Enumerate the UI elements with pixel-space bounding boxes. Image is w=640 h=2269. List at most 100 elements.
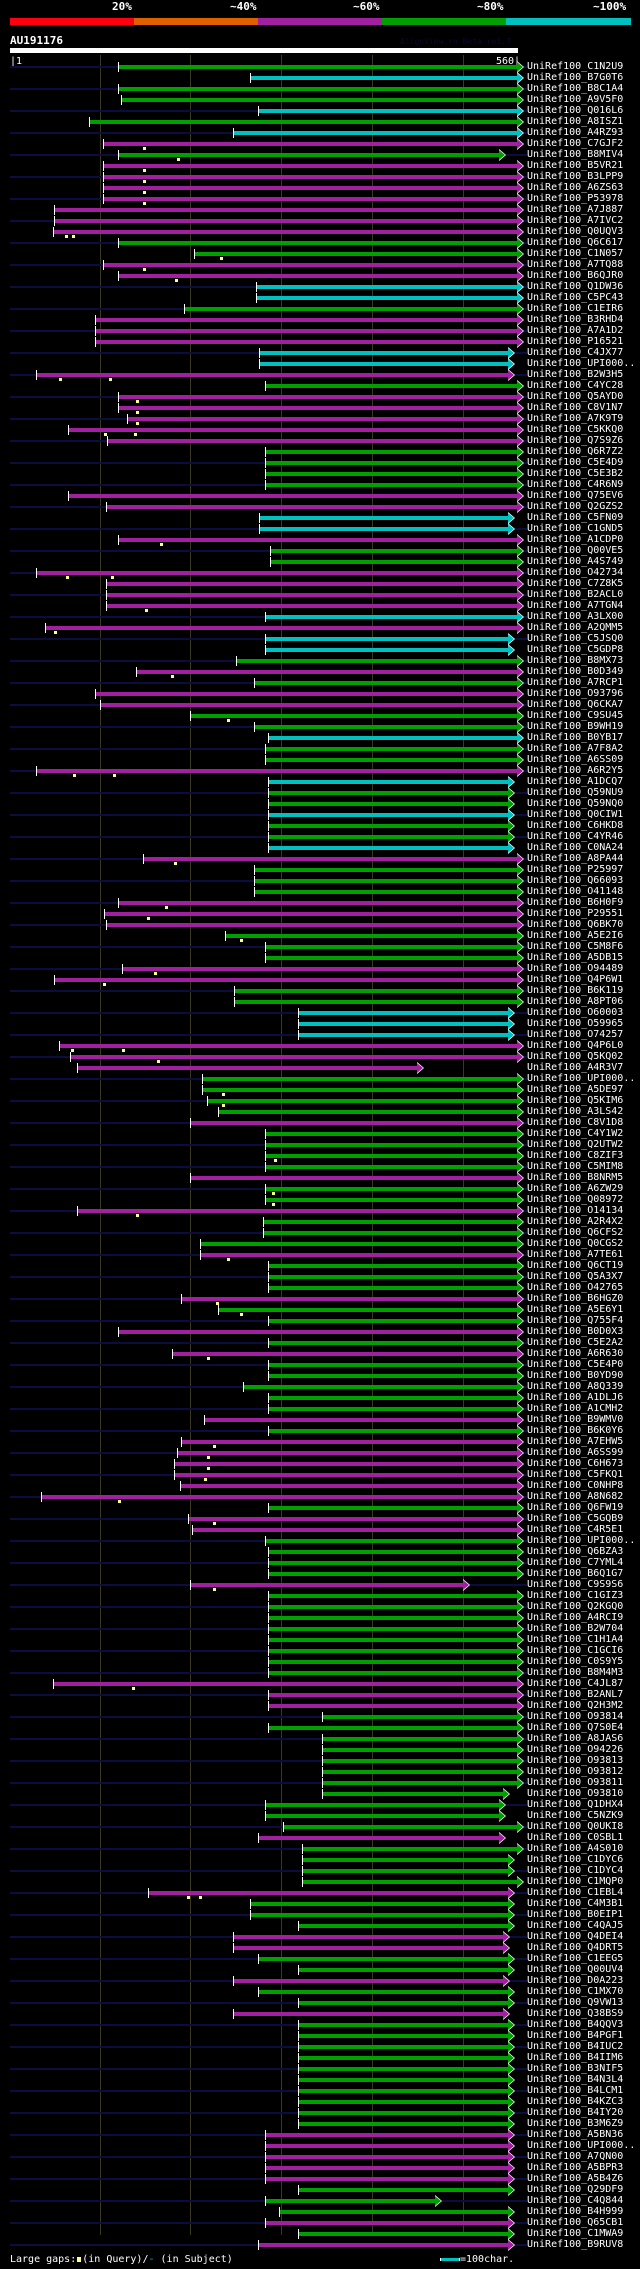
alignment-row[interactable]: UniRef100_Q66093 xyxy=(0,875,640,887)
subject-label-link[interactable]: UniRef100_Q6CFS2 xyxy=(527,1227,624,1238)
subject-label-link[interactable]: UniRef100_O93810 xyxy=(527,1788,624,1799)
alignment-row[interactable]: UniRef100_A1DCQ7 xyxy=(0,776,640,788)
subject-label-link[interactable]: UniRef100_Q4DEI4 xyxy=(527,1931,624,1942)
alignment-row[interactable]: UniRef100_Q75EV6 xyxy=(0,490,640,502)
alignment-row[interactable]: UniRef100_Q5AYD0 xyxy=(0,391,640,403)
alignment-bar[interactable] xyxy=(233,1935,503,1939)
alignment-bar[interactable] xyxy=(265,1132,517,1136)
alignment-row[interactable]: UniRef100_C4YR46 xyxy=(0,831,640,843)
alignment-row[interactable]: UniRef100_A8Q339 xyxy=(0,1381,640,1393)
subject-label-link[interactable]: UniRef100_Q29DF9 xyxy=(527,2184,624,2195)
subject-label-link[interactable]: UniRef100_C1EBL4 xyxy=(527,1887,624,1898)
subject-label-link[interactable]: UniRef100_C0NA24 xyxy=(527,842,624,853)
alignment-bar[interactable] xyxy=(54,978,517,982)
alignment-bar[interactable] xyxy=(190,1176,517,1180)
alignment-bar[interactable] xyxy=(268,1319,517,1323)
alignment-bar[interactable] xyxy=(118,153,499,157)
alignment-bar[interactable] xyxy=(254,868,517,872)
alignment-row[interactable]: UniRef100_C5E2A2 xyxy=(0,1337,640,1349)
subject-label-link[interactable]: UniRef100_A1CDP0 xyxy=(527,534,624,545)
subject-label-link[interactable]: UniRef100_P25997 xyxy=(527,864,624,875)
subject-label-link[interactable]: UniRef100_A5E6Y1 xyxy=(527,1304,624,1315)
alignment-bar[interactable] xyxy=(302,1858,508,1862)
alignment-bar[interactable] xyxy=(265,2133,508,2137)
subject-label-link[interactable]: UniRef100_Q5A3X7 xyxy=(527,1271,624,1282)
alignment-row[interactable]: UniRef100_C5E4P0 xyxy=(0,1359,640,1371)
alignment-row[interactable]: UniRef100_B3M6Z9 xyxy=(0,2118,640,2130)
alignment-bar[interactable] xyxy=(298,2100,508,2104)
alignment-row[interactable]: UniRef100_Q6C617 xyxy=(0,237,640,249)
subject-label-link[interactable]: UniRef100_Q5AYD0 xyxy=(527,391,624,402)
alignment-row[interactable]: UniRef100_A6ZS63 xyxy=(0,182,640,194)
alignment-bar[interactable] xyxy=(180,1484,517,1488)
alignment-bar[interactable] xyxy=(136,670,517,674)
subject-label-link[interactable]: UniRef100_C1N057 xyxy=(527,248,624,259)
alignment-row[interactable]: UniRef100_Q4P6W1 xyxy=(0,974,640,986)
subject-label-link[interactable]: UniRef100_O14134 xyxy=(527,1205,624,1216)
alignment-bar[interactable] xyxy=(53,1682,517,1686)
subject-label-link[interactable]: UniRef100_Q7S9Z6 xyxy=(527,435,624,446)
alignment-bar[interactable] xyxy=(41,1495,517,1499)
alignment-row[interactable]: UniRef100_C5E3B2 xyxy=(0,468,640,480)
alignment-row[interactable]: UniRef100_A1CDP0 xyxy=(0,534,640,546)
subject-label-link[interactable]: UniRef100_A5B4Z6 xyxy=(527,2173,624,2184)
alignment-bar[interactable] xyxy=(95,692,517,696)
alignment-bar[interactable] xyxy=(250,1902,508,1906)
alignment-bar[interactable] xyxy=(188,1517,517,1521)
alignment-bar[interactable] xyxy=(265,1803,499,1807)
alignment-row[interactable]: UniRef100_O93814 xyxy=(0,1711,640,1723)
alignment-bar[interactable] xyxy=(118,87,517,91)
alignment-row[interactable]: UniRef100_B0D0X3 xyxy=(0,1326,640,1338)
subject-label-link[interactable]: UniRef100_C5MIM8 xyxy=(527,1161,624,1172)
subject-label-link[interactable]: UniRef100_Q2GZS2 xyxy=(527,501,624,512)
subject-label-link[interactable]: UniRef100_P29551 xyxy=(527,908,624,919)
subject-label-link[interactable]: UniRef100_C4R6N9 xyxy=(527,479,624,490)
alignment-row[interactable]: UniRef100_C4QAJ5 xyxy=(0,1920,640,1932)
subject-label-link[interactable]: UniRef100_B4IIM6 xyxy=(527,2052,624,2063)
alignment-bar[interactable] xyxy=(118,901,517,905)
alignment-bar[interactable] xyxy=(322,1748,517,1752)
alignment-row[interactable]: UniRef100_Q4DEI4 xyxy=(0,1931,640,1943)
alignment-row[interactable]: UniRef100_Q59NU9 xyxy=(0,787,640,799)
alignment-bar[interactable] xyxy=(233,1979,503,1983)
alignment-bar[interactable] xyxy=(118,538,517,542)
subject-label-link[interactable]: UniRef100_B2W704 xyxy=(527,1623,624,1634)
alignment-row[interactable]: UniRef100_B4QQV3 xyxy=(0,2019,640,2031)
subject-label-link[interactable]: UniRef100_B4N3L4 xyxy=(527,2074,624,2085)
alignment-bar[interactable] xyxy=(103,197,517,201)
subject-label-link[interactable]: UniRef100_Q4P6W1 xyxy=(527,974,624,985)
subject-label-link[interactable]: UniRef100_B0D0X3 xyxy=(527,1326,624,1337)
subject-label-link[interactable]: UniRef100_A7F8A2 xyxy=(527,743,624,754)
alignment-bar[interactable] xyxy=(103,186,517,190)
alignment-row[interactable]: UniRef100_B4H999 xyxy=(0,2206,640,2218)
alignment-row[interactable]: UniRef100_A1CMH2 xyxy=(0,1403,640,1415)
alignment-bar[interactable] xyxy=(259,527,508,531)
alignment-bar[interactable] xyxy=(234,989,517,993)
alignment-bar[interactable] xyxy=(143,857,517,861)
alignment-row[interactable]: UniRef100_B3RHD4 xyxy=(0,314,640,326)
alignment-bar[interactable] xyxy=(54,208,517,212)
subject-label-link[interactable]: UniRef100_C4Y1W2 xyxy=(527,1128,624,1139)
subject-label-link[interactable]: UniRef100_Q6R7Z2 xyxy=(527,446,624,457)
alignment-row[interactable]: UniRef100_B9WMV0 xyxy=(0,1414,640,1426)
subject-label-link[interactable]: UniRef100_C0S9Y5 xyxy=(527,1656,624,1667)
subject-label-link[interactable]: UniRef100_Q65CB1 xyxy=(527,2217,624,2228)
alignment-bar[interactable] xyxy=(70,1055,517,1059)
alignment-row[interactable]: UniRef100_Q6CKA7 xyxy=(0,699,640,711)
alignment-row[interactable]: UniRef100_O60003 xyxy=(0,1007,640,1019)
alignment-row[interactable]: UniRef100_Q00VE5 xyxy=(0,545,640,557)
alignment-row[interactable]: UniRef100_C5KKQ0 xyxy=(0,424,640,436)
alignment-bar[interactable] xyxy=(256,285,517,289)
subject-label-link[interactable]: UniRef100_D0A223 xyxy=(527,1975,624,1986)
alignment-row[interactable]: UniRef100_C1EEG5 xyxy=(0,1953,640,1965)
subject-label-link[interactable]: UniRef100_A8ISZ1 xyxy=(527,116,624,127)
alignment-row[interactable]: UniRef100_C1H1A4 xyxy=(0,1634,640,1646)
alignment-row[interactable]: UniRef100_B4IY20 xyxy=(0,2107,640,2119)
subject-label-link[interactable]: UniRef100_B3M6Z9 xyxy=(527,2118,624,2129)
alignment-bar[interactable] xyxy=(202,1077,517,1081)
alignment-bar[interactable] xyxy=(302,1847,517,1851)
subject-label-link[interactable]: UniRef100_Q2KGQ0 xyxy=(527,1601,624,1612)
alignment-bar[interactable] xyxy=(95,329,517,333)
subject-label-link[interactable]: UniRef100_C0SBL1 xyxy=(527,1832,624,1843)
alignment-bar[interactable] xyxy=(200,1253,517,1257)
